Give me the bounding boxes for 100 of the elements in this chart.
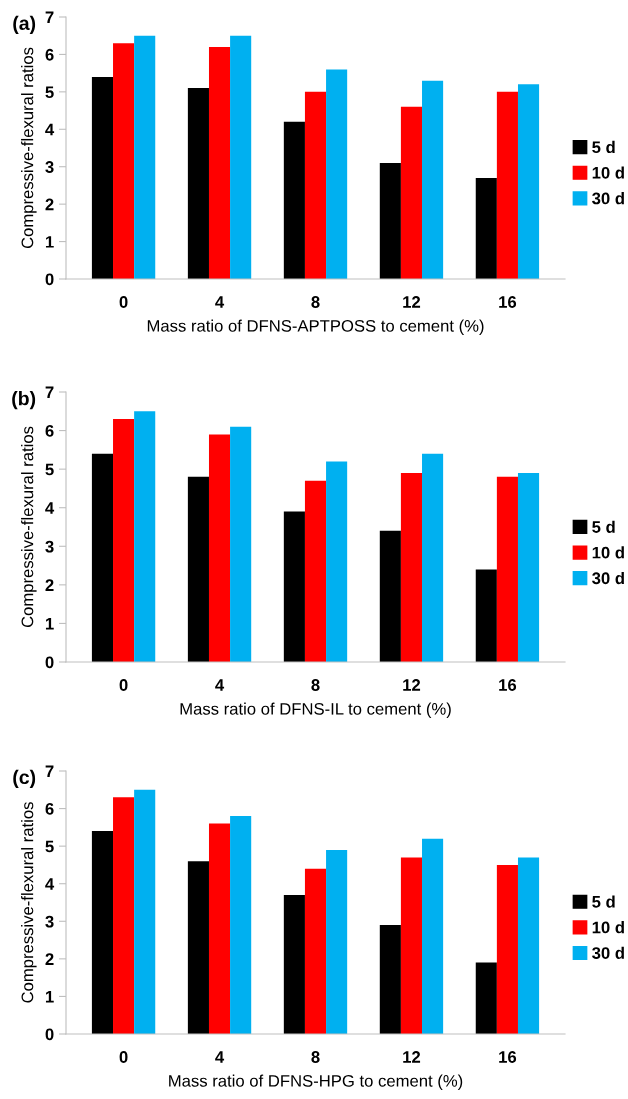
y-tick-label: 6 [45, 802, 54, 815]
bar [517, 84, 540, 279]
x-tick-label: 16 [499, 296, 517, 308]
y-tick-label: 3 [45, 915, 54, 928]
legend-label: 10 d [592, 921, 624, 934]
bar [517, 473, 540, 662]
y-tick-label: 2 [45, 198, 54, 211]
x-axis-title: Mass ratio of DFNS-APTPOSS to cement (%) [147, 319, 484, 336]
legend-label: 10 d [592, 546, 624, 559]
y-tick-label: 1 [45, 618, 54, 630]
bar [91, 76, 114, 279]
y-tick-label: 5 [45, 463, 54, 476]
bar [134, 35, 156, 279]
bar [208, 46, 231, 279]
bar [113, 797, 135, 1034]
bar [475, 177, 497, 279]
y-tick-label: 5 [45, 840, 54, 853]
y-tick-label: 1 [45, 991, 54, 1003]
bar [475, 569, 497, 662]
bar [379, 162, 401, 279]
y-tick-label: 0 [45, 273, 54, 286]
x-tick-label: 12 [403, 296, 421, 308]
x-tick-label: 12 [403, 1051, 421, 1063]
bar [134, 411, 156, 662]
bar [379, 925, 401, 1034]
y-tick-label: 7 [45, 11, 54, 24]
bar [230, 816, 252, 1034]
x-tick-label: 0 [119, 679, 128, 691]
y-tick-label: 3 [45, 540, 54, 553]
legend-label: 5 d [592, 520, 615, 533]
bar [400, 473, 423, 662]
bar [208, 434, 231, 662]
chart-title: (b) [12, 391, 36, 410]
x-tick-label: 8 [311, 679, 320, 691]
bar [517, 857, 540, 1034]
bar [304, 91, 327, 279]
bar [230, 35, 252, 279]
bar [91, 831, 114, 1034]
y-tick-label: 2 [45, 579, 54, 591]
bar [400, 106, 423, 279]
chart-title: (c) [13, 769, 36, 788]
y-tick-label: 4 [45, 878, 55, 890]
legend-label: 30 d [592, 192, 624, 205]
x-tick-label: 12 [403, 679, 421, 691]
bar [422, 838, 444, 1034]
y-tick-label: 6 [45, 424, 54, 437]
bar [283, 894, 305, 1034]
y-tick-label: 3 [45, 161, 54, 173]
x-tick-label: 0 [119, 1051, 128, 1063]
y-axis-title: Compressive-flexural ratios [21, 802, 37, 1003]
x-tick-label: 0 [119, 296, 128, 308]
bar [379, 530, 401, 662]
x-tick-label: 4 [215, 1051, 225, 1063]
bar [496, 476, 518, 662]
bar [113, 419, 135, 662]
bar [187, 861, 209, 1034]
x-tick-label: 4 [215, 296, 225, 308]
y-tick-label: 5 [45, 86, 54, 99]
bar [283, 511, 305, 662]
bar [496, 91, 518, 279]
x-tick-label: 4 [215, 679, 225, 691]
chart-title: (a) [13, 15, 36, 34]
y-tick-label: 4 [45, 502, 55, 514]
legend-label: 10 d [592, 166, 624, 179]
y-tick-label: 0 [45, 1028, 54, 1041]
bar [422, 80, 444, 279]
x-tick-label: 8 [311, 296, 320, 308]
bar [113, 43, 135, 279]
y-tick-label: 4 [45, 123, 55, 136]
bar [208, 823, 231, 1034]
bar [304, 480, 327, 662]
bar [326, 69, 348, 279]
y-axis-title: Compressive-flexural ratios [21, 47, 37, 249]
x-tick-label: 16 [499, 679, 517, 691]
bar [400, 857, 423, 1034]
y-tick-label: 7 [45, 386, 54, 399]
y-tick-label: 7 [45, 765, 54, 778]
y-tick-label: 6 [45, 48, 54, 61]
y-tick-label: 0 [45, 656, 54, 669]
bar [326, 849, 348, 1034]
bar [187, 476, 209, 662]
y-tick-label: 1 [45, 236, 54, 248]
legend-label: 5 d [592, 140, 615, 154]
y-tick-label: 2 [45, 953, 54, 965]
x-tick-label: 16 [499, 1051, 517, 1063]
bar [326, 461, 348, 662]
bar [187, 88, 209, 279]
bar [304, 868, 327, 1034]
x-axis-title: Mass ratio of DFNS-HPG to cement (%) [169, 1074, 463, 1091]
legend-label: 30 d [592, 571, 624, 585]
bar [422, 453, 444, 662]
bar [230, 426, 252, 662]
y-axis-title: Compressive-flexural ratios [21, 426, 37, 628]
bar [283, 121, 305, 279]
legend-label: 5 d [592, 895, 615, 908]
bar [91, 453, 114, 662]
legend-label: 30 d [592, 946, 624, 959]
x-tick-label: 8 [311, 1051, 320, 1063]
bar [496, 864, 518, 1034]
bar [134, 789, 156, 1034]
